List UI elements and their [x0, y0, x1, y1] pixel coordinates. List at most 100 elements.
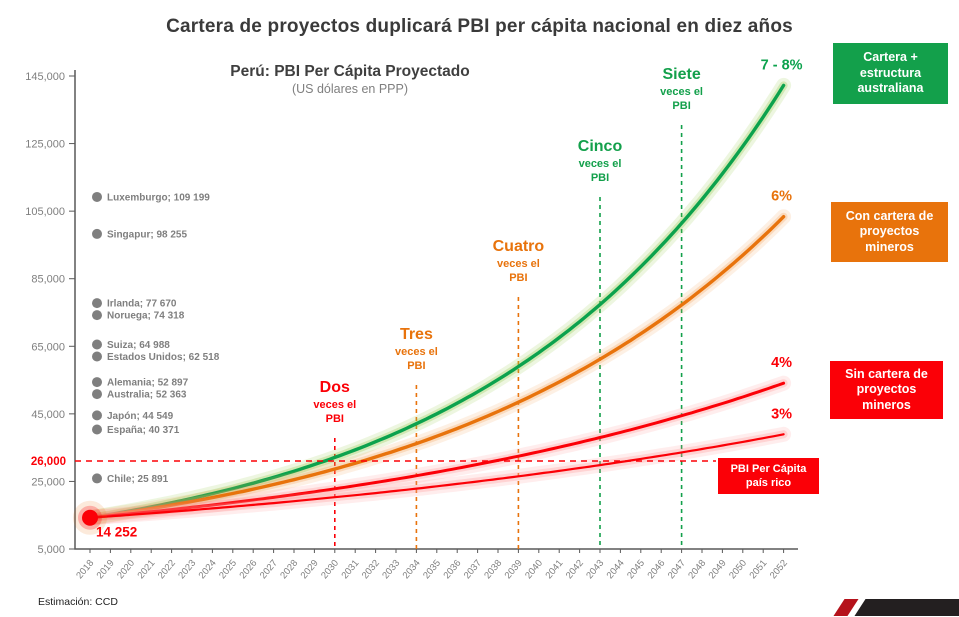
year-label: 2021 — [135, 558, 157, 581]
year-label: 2050 — [727, 558, 749, 581]
benchmark-dot-singapur — [92, 228, 102, 239]
year-label: 2025 — [217, 558, 239, 581]
curve-7-8% — [88, 83, 786, 520]
year-label: 2019 — [95, 558, 117, 581]
benchmark-label-noruega: Noruega; 74 318 — [107, 311, 185, 322]
milestone-label-cuatro: Cuatro veces el PBI — [493, 238, 545, 284]
year-label: 2048 — [686, 558, 708, 581]
year-label: 2037 — [462, 558, 484, 581]
source-note: Estimación: CCD — [38, 596, 118, 608]
year-label: 2051 — [747, 558, 769, 581]
year-label: 2042 — [564, 558, 586, 581]
year-label: 2040 — [523, 558, 545, 581]
year-label: 2020 — [115, 558, 137, 581]
curve-4% — [88, 381, 786, 520]
legend-sin-cartera-mineros: Sin cartera de proyectos mineros — [830, 361, 943, 419]
milestone-label-siete: Siete veces el PBI — [660, 66, 703, 112]
year-label: 2026 — [237, 558, 259, 581]
year-label: 2046 — [645, 558, 667, 581]
year-label: 2052 — [768, 558, 790, 581]
start-point — [82, 509, 98, 526]
curve-3% — [88, 433, 785, 519]
svg-text:veces el: veces el — [313, 399, 356, 411]
benchmark-dot-suiza — [92, 339, 102, 350]
svg-text:Cinco: Cinco — [578, 138, 623, 155]
y-tick-label: 105,000 — [25, 206, 65, 218]
benchmark-dot-luxemburgo — [92, 191, 102, 202]
svg-text:Tres: Tres — [400, 326, 433, 343]
rate-label-3%: 3% — [771, 406, 792, 422]
svg-text:PBI: PBI — [407, 360, 425, 372]
benchmark-label-luxemburgo: Luxemburgo; 109 199 — [107, 192, 210, 203]
benchmark-dot-estados-unidos — [92, 351, 102, 362]
benchmark-dot-alemania — [92, 377, 102, 388]
benchmark-dot-australia — [92, 389, 102, 400]
svg-text:PBI: PBI — [591, 172, 609, 184]
benchmark-dot-chile — [92, 473, 102, 484]
benchmark-label-estados-unidos: Estados Unidos; 62 518 — [107, 352, 220, 363]
year-label: 2036 — [441, 558, 463, 581]
rate-label-6%: 6% — [771, 189, 792, 205]
year-label: 2035 — [421, 558, 443, 581]
threshold-value-label: 26,000 — [31, 456, 66, 468]
page-title: Cartera de proyectos duplicará PBI per c… — [166, 16, 793, 37]
year-label: 2038 — [482, 558, 504, 581]
year-label: 2028 — [278, 558, 300, 581]
y-tick-label: 145,000 — [25, 71, 65, 83]
year-label: 2049 — [707, 558, 729, 581]
deco-dark-bar — [854, 599, 959, 616]
svg-text:veces el: veces el — [497, 258, 540, 270]
year-label: 2034 — [401, 558, 423, 581]
year-label: 2027 — [258, 558, 280, 581]
benchmark-dot-españa — [92, 424, 102, 435]
year-label: 2023 — [176, 558, 198, 581]
svg-text:Dos: Dos — [320, 379, 350, 396]
y-tick-label: 85,000 — [31, 274, 65, 286]
svg-text:PBI: PBI — [509, 272, 527, 284]
start-value-label: 14 252 — [96, 525, 137, 540]
svg-text:veces el: veces el — [395, 346, 438, 358]
legend-cartera-estructura-australiana: Cartera + estructura australiana — [833, 43, 948, 104]
y-tick-label: 5,000 — [37, 544, 65, 556]
year-label: 2033 — [380, 558, 402, 581]
benchmark-label-australia: Australia; 52 363 — [107, 390, 187, 401]
year-label: 2044 — [605, 558, 627, 581]
year-label: 2032 — [360, 558, 382, 581]
year-label: 2041 — [543, 558, 565, 581]
legend-con-cartera-mineros: Con cartera de proyectos mineros — [831, 202, 948, 262]
year-label: 2045 — [625, 558, 647, 581]
year-label: 2022 — [156, 558, 178, 581]
milestone-label-cinco: Cinco veces el PBI — [578, 138, 623, 184]
curve-6% — [88, 214, 786, 520]
y-tick-label: 45,000 — [31, 409, 65, 421]
svg-text:veces el: veces el — [660, 86, 703, 98]
benchmark-label-alemania: Alemania; 52 897 — [107, 378, 189, 389]
year-label: 2039 — [503, 558, 525, 581]
benchmark-label-irlanda: Irlanda; 77 670 — [107, 299, 177, 310]
rate-label-4%: 4% — [771, 355, 792, 371]
benchmark-label-españa: España; 40 371 — [107, 425, 180, 436]
benchmark-dot-japón — [92, 410, 102, 421]
svg-text:PBI: PBI — [326, 413, 344, 425]
year-label: 2029 — [299, 558, 321, 581]
svg-text:PBI: PBI — [672, 100, 690, 112]
milestone-label-dos: Dos veces el PBI — [313, 379, 356, 425]
year-label: 2031 — [339, 558, 361, 581]
year-label: 2047 — [666, 558, 688, 581]
svg-text:Siete: Siete — [662, 66, 700, 83]
svg-text:Cuatro: Cuatro — [493, 238, 545, 255]
year-label: 2043 — [584, 558, 606, 581]
benchmark-label-chile: Chile; 25 891 — [107, 474, 169, 485]
benchmark-label-singapur: Singapur; 98 255 — [107, 229, 187, 240]
rich-country-threshold-box: PBI Per Cápita país rico — [718, 458, 819, 494]
y-tick-label: 25,000 — [31, 476, 65, 488]
year-label: 2018 — [74, 558, 96, 581]
year-label: 2030 — [319, 558, 341, 581]
year-label: 2024 — [197, 558, 219, 581]
benchmark-dot-irlanda — [92, 298, 102, 309]
svg-text:veces el: veces el — [579, 158, 622, 170]
rate-label-7-8%: 7 - 8% — [761, 57, 803, 73]
y-tick-label: 65,000 — [31, 341, 65, 353]
